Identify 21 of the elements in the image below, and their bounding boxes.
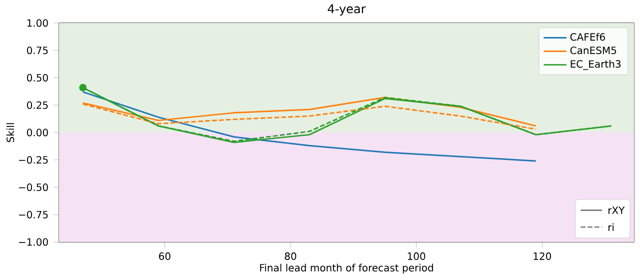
y-tick-label: 1.00 [27, 19, 48, 27]
x-tick-label: 80 [284, 252, 296, 260]
y-tick-label: −0.50 [19, 183, 48, 192]
y-tick-label: 0.00 [27, 128, 48, 136]
legend-label: EC_Earth3 [570, 60, 621, 70]
legend-label: CanESM5 [570, 46, 616, 54]
x-tick-label: 100 [408, 252, 426, 260]
legend-label: CAFEf6 [570, 32, 605, 41]
x-tick-label: 60 [159, 252, 170, 260]
y-tick-label: 0.25 [27, 101, 48, 109]
y-tick-label: −1.00 [19, 238, 48, 246]
y-tick-label: 0.50 [27, 74, 48, 82]
annotation: rXY [608, 206, 625, 214]
y-tick-label: −0.75 [19, 210, 48, 218]
y-axis-title: Skill [6, 123, 14, 142]
chart-title: 4-year [328, 4, 366, 16]
x-axis-title: Final lead month of forecast period [260, 264, 433, 274]
x-tick-label: 120 [534, 252, 552, 260]
annotation: ri [608, 223, 614, 231]
y-tick-label: 0.75 [27, 46, 48, 54]
y-tick-label: −0.25 [19, 156, 48, 164]
